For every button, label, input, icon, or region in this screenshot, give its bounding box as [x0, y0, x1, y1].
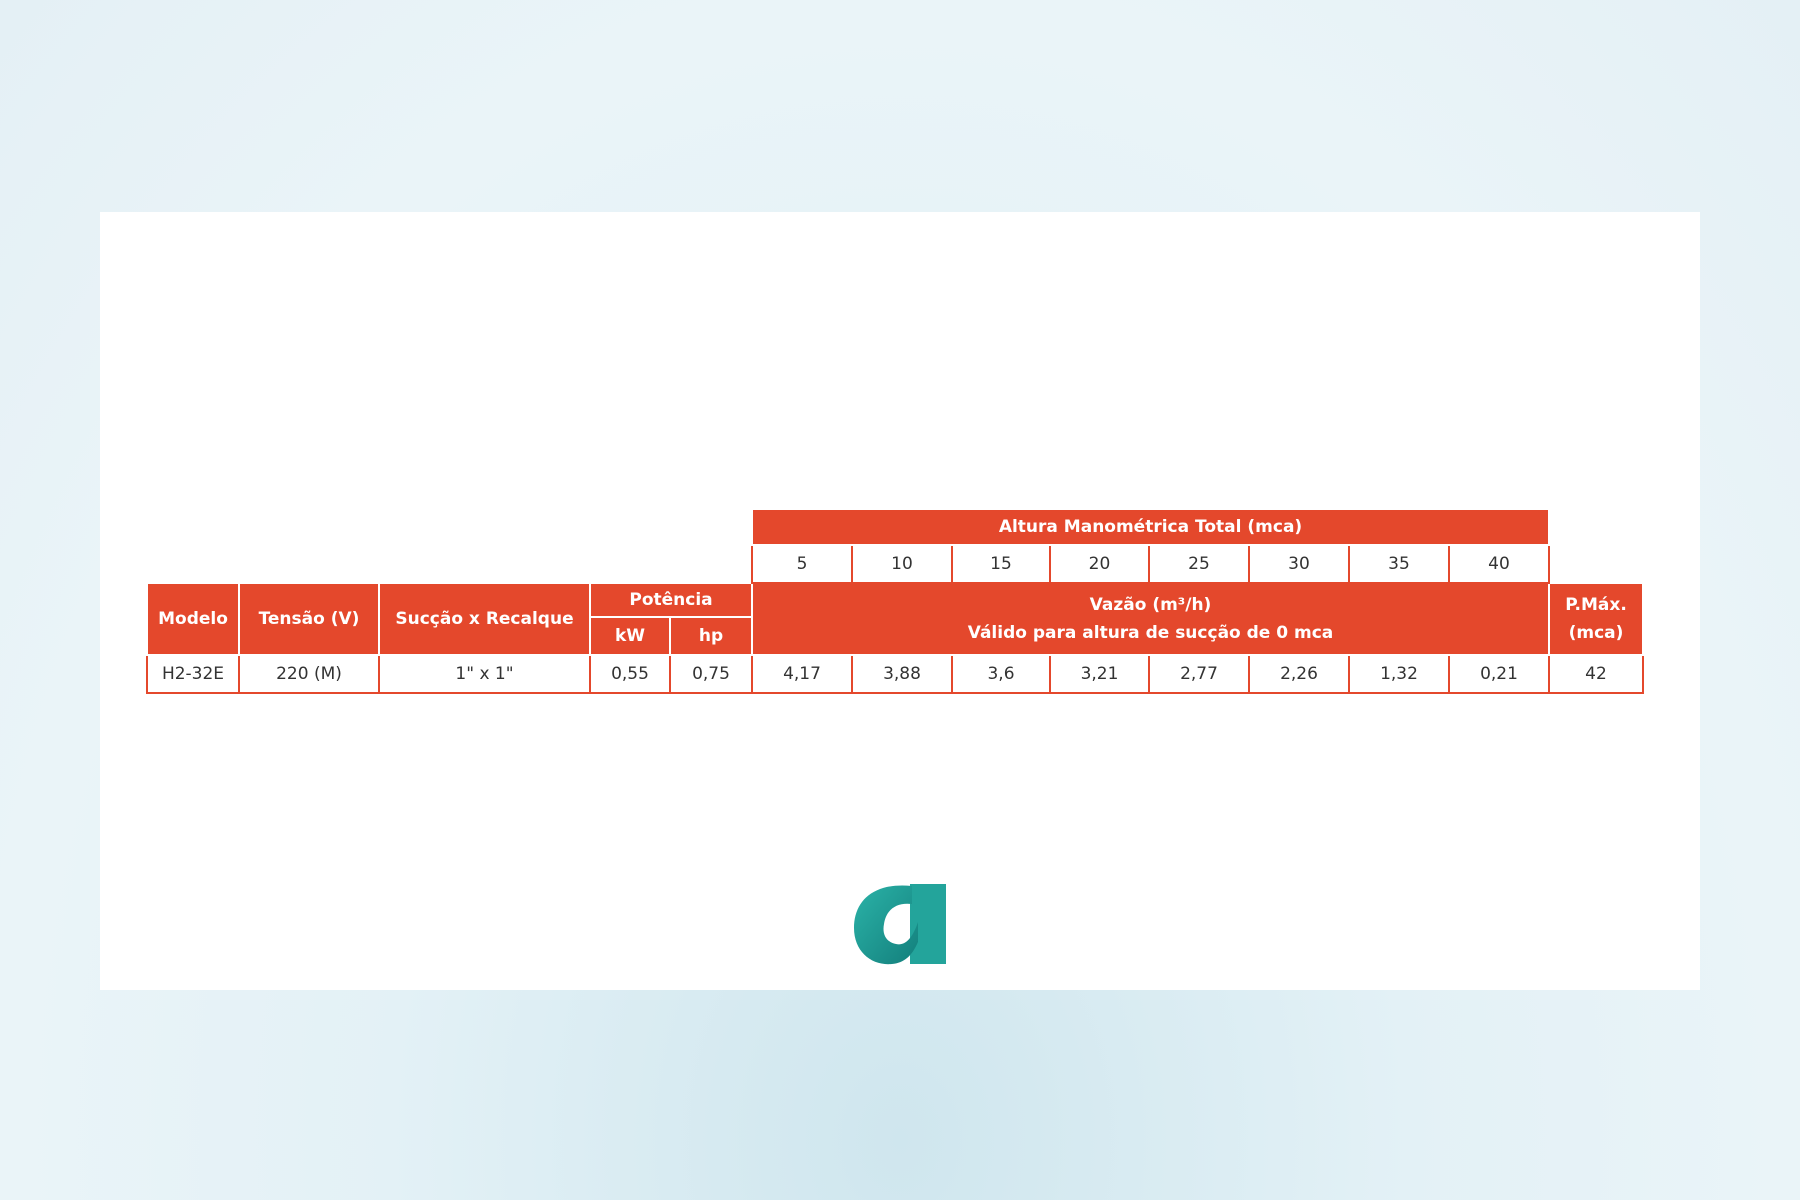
altura-value: 35: [1348, 544, 1450, 584]
cell-vazao: 3,6: [951, 654, 1051, 694]
col-modelo: Modelo: [146, 582, 240, 656]
pmax-title: P.Máx.: [1565, 595, 1627, 615]
vazao-title: Vazão (m³/h): [1089, 595, 1212, 615]
cell-vazao: 4,17: [751, 654, 853, 694]
altura-value: 40: [1448, 544, 1550, 584]
vazao-note: Válido para altura de sucção de 0 mca: [967, 623, 1334, 643]
altura-value: 30: [1248, 544, 1350, 584]
altura-value: 5: [751, 544, 853, 584]
cell-vazao: 3,88: [851, 654, 953, 694]
cell-kw: 0,55: [589, 654, 671, 694]
a-letter-logo-icon: [854, 884, 946, 965]
cell-tensao: 220 (M): [238, 654, 380, 694]
col-kw: kW: [589, 616, 671, 656]
altura-value: 20: [1049, 544, 1150, 584]
cell-pmax: 42: [1548, 654, 1644, 694]
altura-value: 15: [951, 544, 1051, 584]
cell-vazao: 0,21: [1448, 654, 1550, 694]
col-vazao: Vazão (m³/h) Válido para altura de sucçã…: [751, 582, 1550, 656]
cell-hp: 0,75: [669, 654, 753, 694]
spec-table: Altura Manométrica Total (mca) 5 10 15 2…: [146, 508, 1644, 694]
cell-vazao: 2,26: [1248, 654, 1350, 694]
altura-value: 10: [851, 544, 953, 584]
col-tensao: Tensão (V): [238, 582, 380, 656]
cell-succao: 1" x 1": [378, 654, 591, 694]
col-hp: hp: [669, 616, 753, 656]
col-pmax: P.Máx. (mca): [1548, 582, 1644, 656]
col-potencia: Potência: [589, 582, 753, 618]
cell-modelo: H2-32E: [146, 654, 240, 694]
altura-value: 25: [1148, 544, 1250, 584]
col-succao: Sucção x Recalque: [378, 582, 591, 656]
altura-header: Altura Manométrica Total (mca): [751, 508, 1550, 546]
pmax-unit: (mca): [1568, 623, 1624, 643]
table-row: H2-32E 220 (M) 1" x 1" 0,55 0,75 4,17 3,…: [146, 654, 1644, 694]
cell-vazao: 1,32: [1348, 654, 1450, 694]
cell-vazao: 3,21: [1049, 654, 1150, 694]
cell-vazao: 2,77: [1148, 654, 1250, 694]
